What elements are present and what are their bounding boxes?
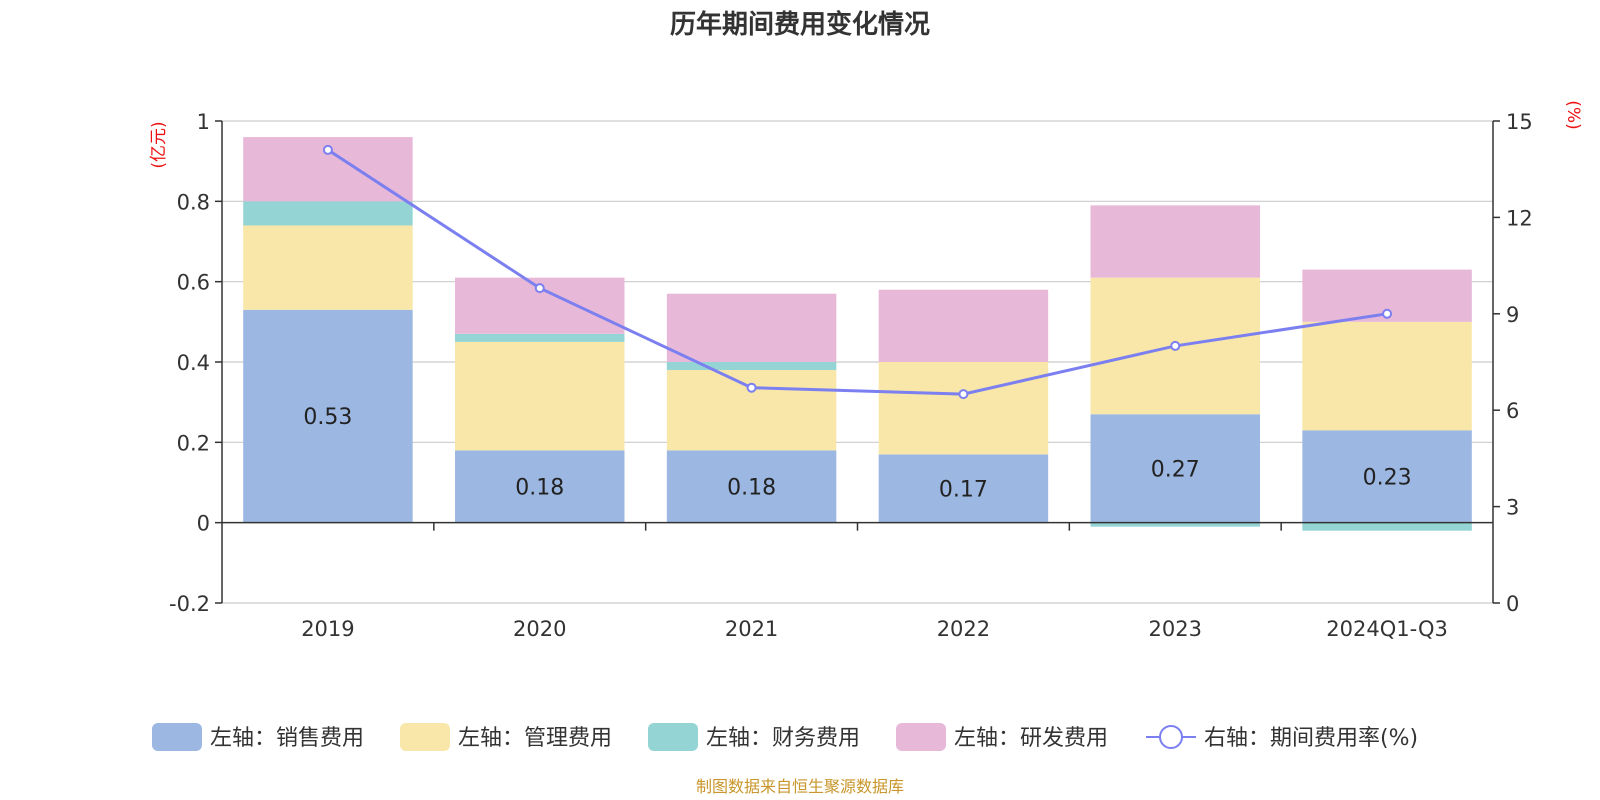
- right-tick-label: 15: [1506, 110, 1533, 134]
- bar-segment: [666, 450, 837, 523]
- data-source-note: 制图数据来自恒生聚源数据库: [696, 777, 904, 796]
- legend-label: 左轴：管理费用: [458, 726, 612, 751]
- legend-label: 左轴：财务费用: [706, 726, 860, 751]
- bar-segment: [1302, 522, 1472, 531]
- right-tick-label: 12: [1506, 206, 1533, 230]
- right-tick-label: 6: [1506, 399, 1519, 423]
- bar-data-labels: 0.53 0.18 0.18 0.17 0.27 0.23: [303, 405, 1411, 502]
- legend-swatch: [400, 723, 450, 751]
- left-tick-label: 0.2: [177, 431, 210, 455]
- left-tick-label: 0: [197, 512, 210, 536]
- bar-series: [243, 137, 1472, 531]
- x-tick-label: 2020: [513, 617, 566, 641]
- rate-line-series: [322, 144, 1393, 400]
- rate-point: [746, 382, 757, 393]
- bar-segment: [666, 293, 837, 362]
- right-axis-unit: (%): [1563, 100, 1583, 129]
- legend-label: 右轴：期间费用率(%): [1204, 726, 1418, 751]
- bar-segment: [243, 225, 413, 310]
- bar-value-label: 0.18: [515, 476, 564, 501]
- chart-title: 历年期间费用变化情况: [670, 9, 930, 40]
- left-tick-label: 0.6: [177, 271, 210, 295]
- bar-segment: [666, 362, 837, 371]
- left-tick-label: 0.8: [177, 190, 210, 214]
- rate-line: [327, 148, 1388, 396]
- x-tick-label: 2024Q1-Q3: [1326, 617, 1448, 641]
- bar-segment: [666, 370, 837, 451]
- bar-segment: [1302, 321, 1472, 431]
- rate-point: [534, 283, 545, 294]
- x-tick-label: 2019: [301, 617, 354, 641]
- bar-segment: [1302, 430, 1472, 523]
- bar-segment: [878, 454, 1049, 523]
- right-tick-label: 0: [1506, 592, 1519, 616]
- bar-segment: [455, 450, 625, 523]
- grid-lines: [222, 120, 1493, 604]
- bar-segment: [1090, 205, 1260, 278]
- left-axis-unit: (亿元): [149, 121, 169, 168]
- right-tick-label: 3: [1506, 496, 1519, 520]
- bar-value-label: 0.17: [939, 478, 988, 503]
- bar-value-label: 0.53: [303, 405, 352, 430]
- bar-segment: [455, 333, 625, 342]
- bar-segment: [878, 289, 1049, 362]
- left-tick-label: 1: [197, 110, 210, 134]
- rate-point: [958, 389, 969, 400]
- bar-segment: [455, 341, 625, 451]
- bar-segment: [243, 309, 413, 523]
- rate-point: [1170, 340, 1181, 351]
- axes: -0.2 0 0.2 0.4 0.6 0.8 1 0 3 6 9 12 15 2019 2020 2021 20…: [169, 110, 1533, 641]
- legend-label: 左轴：研发费用: [954, 726, 1108, 751]
- right-tick-label: 9: [1506, 303, 1519, 327]
- bar-value-label: 0.27: [1151, 457, 1200, 482]
- left-tick-label: 0.4: [177, 351, 210, 375]
- bar-segment: [243, 201, 413, 226]
- x-tick-label: 2021: [725, 617, 778, 641]
- left-tick-label: -0.2: [169, 592, 210, 616]
- legend-swatch: [896, 723, 946, 751]
- bar-segment: [1090, 522, 1260, 527]
- legend-swatch: [152, 723, 202, 751]
- legend: 左轴：销售费用 左轴：管理费用 左轴：财务费用 左轴：研发费用 右轴：期间费用率(%): [152, 723, 1418, 751]
- bar-value-label: 0.23: [1363, 465, 1412, 490]
- bar-value-label: 0.18: [727, 476, 776, 501]
- rate-point: [1382, 308, 1393, 319]
- legend-swatch: [648, 723, 698, 751]
- legend-marker: [1159, 725, 1183, 749]
- x-tick-label: 2023: [1149, 617, 1202, 641]
- bar-segment: [1090, 414, 1260, 523]
- legend-label: 左轴：销售费用: [210, 726, 364, 751]
- x-tick-label: 2022: [937, 617, 990, 641]
- rate-point: [322, 144, 333, 155]
- bar-segment: [878, 362, 1049, 455]
